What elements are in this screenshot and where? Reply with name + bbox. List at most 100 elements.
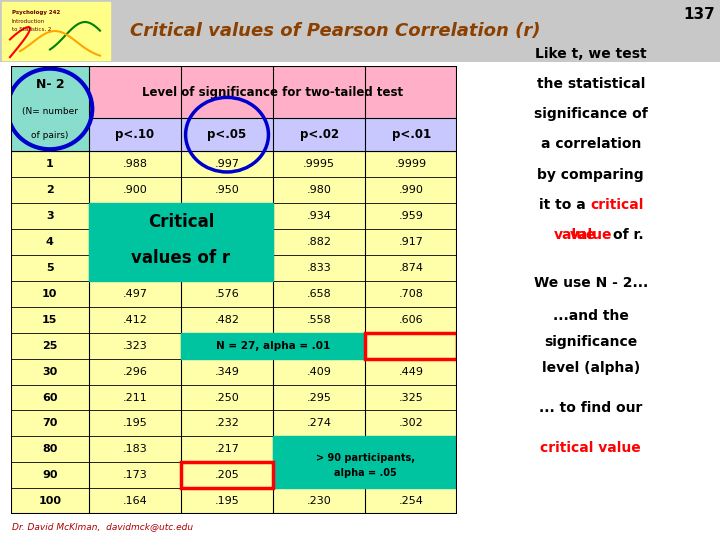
Text: .230: .230 [307, 496, 331, 506]
Text: .950: .950 [215, 185, 239, 195]
Text: .558: .558 [307, 315, 331, 325]
Text: p<.01: p<.01 [392, 128, 431, 141]
Text: p<.02: p<.02 [300, 128, 338, 141]
Bar [181, 333, 365, 359]
Text: .164: .164 [122, 496, 148, 506]
Text: .487: .487 [307, 341, 332, 350]
Text: .217: .217 [215, 444, 240, 454]
Text: .449: .449 [399, 367, 423, 376]
Text: .296: .296 [122, 367, 148, 376]
Text: critical: critical [590, 198, 644, 212]
Text: N- 2: N- 2 [35, 78, 64, 91]
Text: .195: .195 [122, 418, 148, 428]
Text: We use N - 2...: We use N - 2... [534, 276, 648, 290]
Text: .323: .323 [122, 341, 148, 350]
Text: .211: .211 [122, 393, 148, 402]
Text: .980: .980 [307, 185, 331, 195]
Text: .349: .349 [215, 367, 240, 376]
Text: p<.05: p<.05 [207, 128, 247, 141]
Text: 30: 30 [42, 367, 58, 376]
Text: .497: .497 [122, 289, 148, 299]
Text: Dr. David McKlman,  davidmck@utc.edu: Dr. David McKlman, davidmck@utc.edu [12, 522, 193, 531]
Text: .195: .195 [215, 496, 239, 506]
Text: 90: 90 [42, 470, 58, 480]
Text: by comparing: by comparing [537, 167, 644, 181]
Text: .232: .232 [215, 418, 240, 428]
Text: .658: .658 [307, 289, 331, 299]
Text: alpha = .05: alpha = .05 [334, 469, 397, 478]
Text: Critical: Critical [148, 213, 214, 231]
Text: .997: .997 [215, 159, 240, 170]
Text: .9995: .9995 [303, 159, 335, 170]
Text: Level of significance for two-tailed test: Level of significance for two-tailed tes… [143, 86, 404, 99]
Text: 60: 60 [42, 393, 58, 402]
Text: 10: 10 [42, 289, 58, 299]
Text: .325: .325 [399, 393, 423, 402]
Text: critical value: critical value [541, 441, 641, 455]
Text: .900: .900 [122, 185, 148, 195]
Text: .606: .606 [399, 315, 423, 325]
Text: 25: 25 [42, 341, 58, 350]
Bar [89, 203, 273, 281]
Text: .874: .874 [399, 263, 423, 273]
Text: 100: 100 [38, 496, 61, 506]
Text: .882: .882 [307, 237, 332, 247]
Text: 80: 80 [42, 444, 58, 454]
Text: to Statistics, 2: to Statistics, 2 [12, 27, 51, 32]
Text: 2: 2 [46, 185, 54, 195]
Text: significance: significance [544, 335, 637, 349]
Text: Psychology 242: Psychology 242 [12, 10, 60, 15]
Text: .708: .708 [399, 289, 423, 299]
Bar [365, 333, 457, 359]
Text: (N= number: (N= number [22, 107, 78, 116]
Text: 3: 3 [46, 211, 54, 221]
Text: of r.: of r. [613, 228, 644, 242]
Bar [273, 436, 457, 488]
Text: .878: .878 [215, 211, 240, 221]
Text: .959: .959 [399, 211, 423, 221]
Text: 1: 1 [46, 159, 54, 170]
Text: .833: .833 [307, 263, 331, 273]
Text: .576: .576 [215, 289, 239, 299]
Text: Like t, we test: Like t, we test [535, 46, 647, 60]
Text: .295: .295 [307, 393, 331, 402]
Text: .9999: .9999 [395, 159, 427, 170]
Text: 5: 5 [46, 263, 54, 273]
Text: .254: .254 [399, 496, 423, 506]
Text: .917: .917 [399, 237, 423, 247]
Text: .173: .173 [122, 470, 148, 480]
Text: Introduction: Introduction [12, 19, 45, 24]
Text: of pairs): of pairs) [31, 131, 68, 140]
Text: N = 27, alpha = .01: N = 27, alpha = .01 [216, 341, 330, 350]
Text: 137: 137 [683, 7, 715, 22]
Text: .183: .183 [122, 444, 148, 454]
Bar [2, 2, 110, 60]
Text: 4: 4 [46, 237, 54, 247]
Text: it to a: it to a [539, 198, 590, 212]
Text: .250: .250 [215, 393, 239, 402]
Text: .934: .934 [307, 211, 331, 221]
Text: significance of: significance of [534, 107, 647, 121]
Text: .409: .409 [307, 367, 331, 376]
Text: .988: .988 [122, 159, 148, 170]
Text: .205: .205 [215, 470, 239, 480]
Text: p<.10: p<.10 [115, 128, 155, 141]
Text: .412: .412 [122, 315, 148, 325]
Text: 15: 15 [42, 315, 58, 325]
Text: ... to find our: ... to find our [539, 401, 642, 415]
Text: > 90 participants,: > 90 participants, [315, 453, 415, 463]
Text: 70: 70 [42, 418, 58, 428]
Text: .302: .302 [399, 418, 423, 428]
Text: .805: .805 [122, 211, 148, 221]
Text: .482: .482 [215, 315, 240, 325]
Text: .990: .990 [399, 185, 423, 195]
Text: level (alpha): level (alpha) [541, 361, 640, 375]
Bar [89, 66, 457, 118]
Text: Critical values of Pearson Correlation (r): Critical values of Pearson Correlation (… [130, 22, 541, 40]
Text: a correlation: a correlation [541, 137, 641, 151]
Bar [89, 118, 457, 152]
Bar [181, 462, 273, 488]
Text: the statistical: the statistical [536, 77, 645, 91]
Text: .274: .274 [307, 418, 332, 428]
Text: value: value [554, 228, 596, 242]
